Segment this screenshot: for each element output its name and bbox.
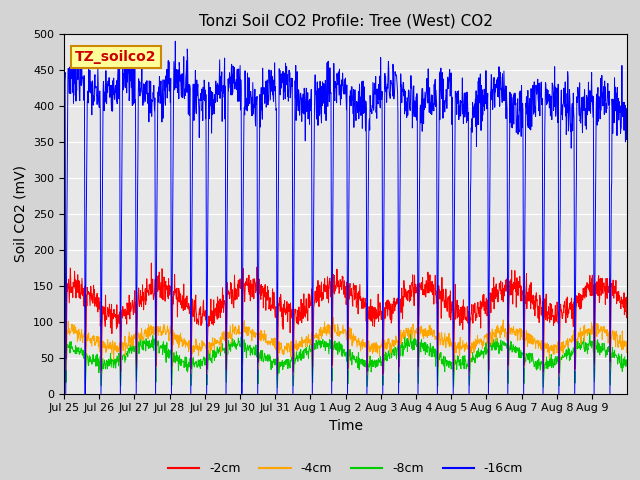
X-axis label: Time: Time <box>328 419 363 433</box>
Title: Tonzi Soil CO2 Profile: Tree (West) CO2: Tonzi Soil CO2 Profile: Tree (West) CO2 <box>198 13 493 28</box>
Text: TZ_soilco2: TZ_soilco2 <box>76 50 157 64</box>
Legend: -2cm, -4cm, -8cm, -16cm: -2cm, -4cm, -8cm, -16cm <box>163 457 528 480</box>
Y-axis label: Soil CO2 (mV): Soil CO2 (mV) <box>13 165 28 262</box>
